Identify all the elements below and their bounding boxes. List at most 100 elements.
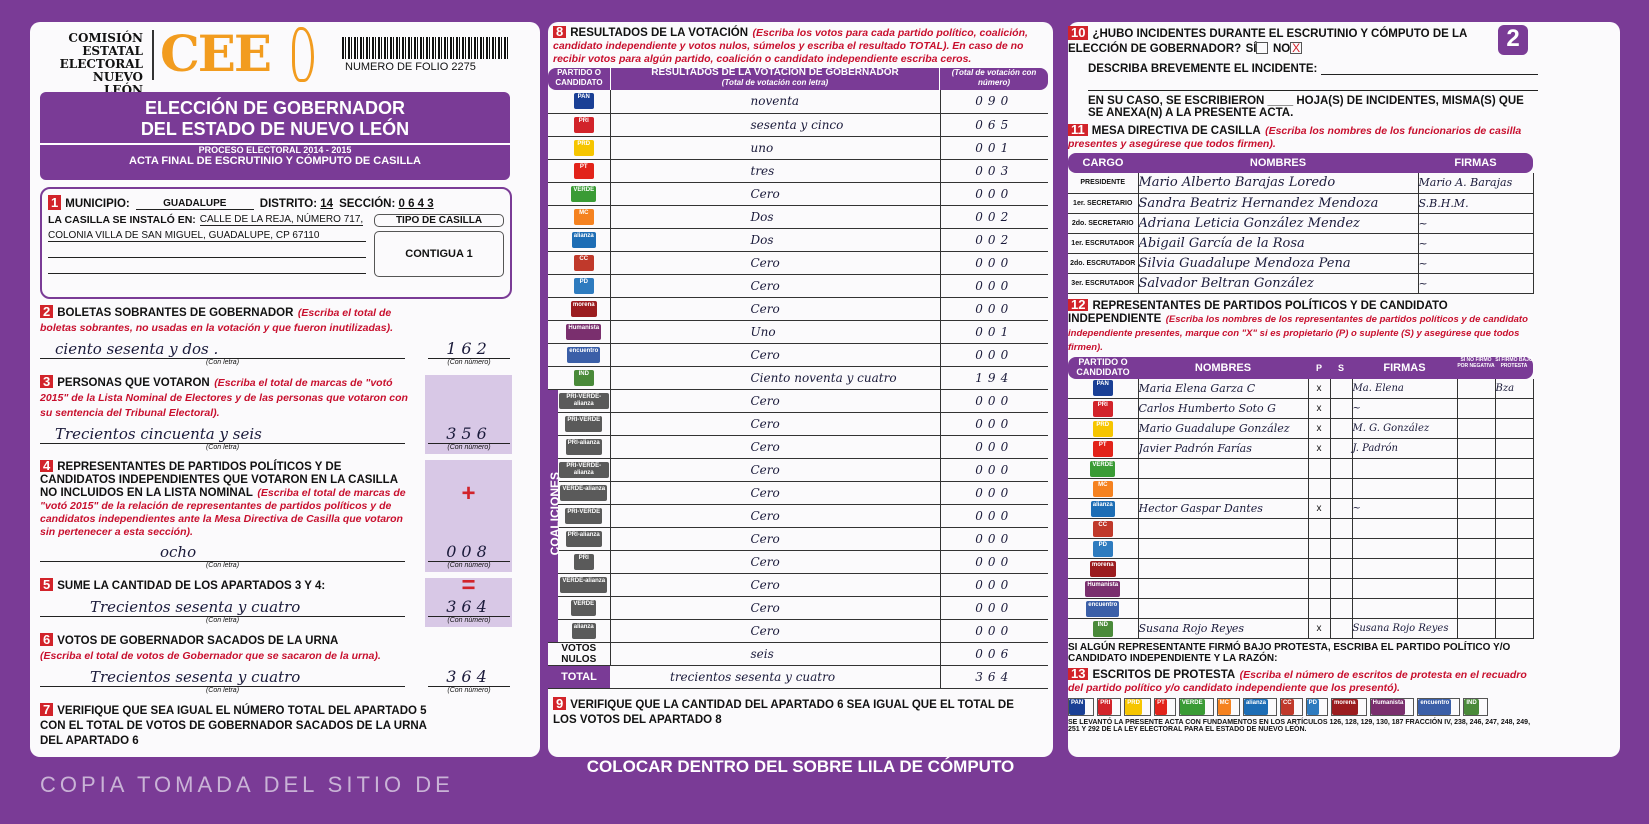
section-number: 13 — [1068, 667, 1089, 680]
protesta-box-pt[interactable]: PT — [1153, 698, 1176, 716]
firma: J. Padrón — [1352, 438, 1458, 459]
firma — [1352, 538, 1458, 559]
section-title: PERSONAS QUE VOTARON — [57, 377, 210, 389]
protesta-box-pan[interactable]: PAN — [1068, 698, 1095, 716]
firma: Susana Rojo Reyes — [1352, 618, 1458, 639]
protesta-box-alianza[interactable]: alianza — [1242, 698, 1277, 716]
section-note: (Escriba los nombres de los representant… — [1068, 313, 1528, 353]
suma-letra-field: Trecientos sesenta y cuatro — [40, 598, 405, 617]
rep-row: VERDE — [1068, 458, 1534, 479]
protesta-box-ind[interactable]: IND — [1463, 698, 1488, 716]
boletas-letra-field: ciento sesenta y dos . — [40, 340, 405, 359]
votes-letra: Dos — [610, 228, 940, 252]
protesta-box-pd[interactable]: PD — [1305, 698, 1328, 716]
section-number: 7 — [40, 703, 54, 716]
protesta-box-verde[interactable]: VERDE — [1178, 698, 1214, 716]
firma — [1352, 518, 1458, 539]
vote-row: PRI Cero 000 — [548, 550, 1048, 574]
con-letra-label: (Con letra) — [205, 617, 240, 624]
protesta-box-prd[interactable]: PRD — [1124, 698, 1151, 716]
votes-letra: Cero — [610, 596, 940, 620]
col-resultados-sub: (Total de votación con letra) — [721, 78, 829, 87]
votes-letra: uno — [610, 136, 940, 160]
votes-letra: Cero — [610, 297, 940, 321]
con-letra-label: (Con letra) — [205, 687, 240, 694]
no-checkbox[interactable]: X — [1290, 40, 1303, 55]
cargo: 1er. ESCRUTADOR — [1068, 233, 1139, 254]
nombre: Silvia Guadalupe Mendoza Pena — [1138, 253, 1419, 274]
center-flow: 8 RESULTADOS DE LA VOTACIÓN (Escriba los … — [548, 25, 1048, 727]
votes-numero: 194 — [939, 366, 1048, 390]
protesta-box-encuentro[interactable]: encuentro — [1417, 698, 1461, 716]
section-note: (Escriba los nombres de los funcionarios… — [1068, 125, 1522, 150]
votaron-letra-field: Trecientos cincuenta y seis — [40, 425, 405, 444]
si-checkbox[interactable] — [1256, 41, 1269, 54]
party-logo-pd: PD — [1092, 540, 1113, 557]
party-logo-verde: VERDE — [571, 599, 597, 616]
org-line: ELECTORAL — [59, 57, 143, 71]
votes-letra: Cero — [610, 274, 940, 298]
party-logo-pri: PRI — [573, 553, 594, 570]
vote-row: morena Cero 000 — [548, 297, 1048, 321]
rep-row: PT Javier Padrón Farías x J. Padrón — [1068, 438, 1534, 459]
votes-numero: 000 — [939, 343, 1048, 367]
protesta-box-humanista[interactable]: Humanista — [1369, 698, 1415, 716]
protesta-mark — [1495, 518, 1534, 539]
con-letra-label: (Con letra) — [205, 359, 240, 366]
section-number: 4 — [40, 459, 54, 472]
address-line-2: COLONIA VILLA DE SAN MIGUEL, GUADALUPE, … — [48, 230, 366, 242]
propietario-mark — [1308, 458, 1331, 479]
no-label: NO — [1272, 43, 1291, 55]
votes-numero: 000 — [939, 274, 1048, 298]
vote-row: alianza Dos 002 — [548, 228, 1048, 252]
vote-row: alianza Cero 000 — [548, 619, 1048, 643]
votes-letra: Ciento noventa y cuatro — [610, 366, 940, 390]
protesta-mark — [1495, 618, 1534, 639]
col-firmas: FIRMAS — [1454, 157, 1497, 169]
votes-letra: Cero — [610, 458, 940, 482]
protesta-box-pri[interactable]: PRI — [1097, 698, 1122, 716]
votes-letra: Uno — [610, 320, 940, 344]
propietario-mark: x — [1308, 438, 1331, 459]
party-logo-encuentro: encuentro — [1418, 699, 1452, 715]
incidente-field[interactable] — [1321, 62, 1538, 75]
firma: ~ — [1418, 233, 1534, 254]
hojas-text: EN SU CASO, SE ESCRIBIERON ____ HOJA(S) … — [1088, 95, 1524, 119]
propietario-mark — [1308, 518, 1331, 539]
party-logo-mc: MC — [1217, 699, 1231, 715]
incidente-field-2[interactable] — [1088, 75, 1538, 91]
vote-row: VERDE-alianza Cero 000 — [548, 481, 1048, 505]
party-logo-pan: PAN — [1069, 699, 1086, 715]
rep-row: MC — [1068, 478, 1534, 499]
protesta-box-mc[interactable]: MC — [1216, 698, 1240, 716]
section-title: REPRESENTANTES DE PARTIDOS POLÍTICOS Y D… — [1068, 299, 1448, 325]
col-partido: PARTIDO O CANDIDATO — [1076, 356, 1130, 377]
votes-numero: 000 — [939, 389, 1048, 413]
protesta-box-morena[interactable]: morena — [1330, 698, 1367, 716]
protesta-mark — [1495, 398, 1534, 419]
votes-letra: Cero — [610, 619, 940, 643]
votes-numero: 003 — [939, 159, 1048, 183]
firma: ~ — [1352, 498, 1458, 519]
con-letra-label: (Con letra) — [205, 562, 240, 569]
suma-numero-field: 364 — [428, 597, 510, 617]
section-note: (Escriba el total de votos de Gobernador… — [40, 650, 381, 662]
votes-numero: 000 — [939, 297, 1048, 321]
total-row: TOTAL trecientos sesenta y cuatro 364 — [548, 665, 1048, 689]
total-label: TOTAL — [548, 665, 610, 689]
org-line: ESTATAL — [82, 44, 143, 58]
protesta-box-cc[interactable]: CC — [1279, 698, 1303, 716]
section-number: 1 — [48, 195, 62, 210]
section-13: 13 ESCRITOS DE PROTESTA (Escriba el númer… — [1068, 667, 1538, 694]
col-nombres: NOMBRES — [1249, 157, 1307, 169]
party-logo-pri-verde: PRI-VERDE — [565, 415, 603, 432]
votes-table: PAN noventa 090 PRI sesenta y cinco 065 PRD uno… — [548, 90, 1048, 689]
section-4: + 4 REPRESENTANTES DE PARTIDOS POLÍTICOS … — [40, 459, 512, 572]
party-logo-cc: CC — [1092, 520, 1113, 537]
urna-numero-field: 364 — [428, 667, 510, 687]
section-note: (Escriba el total de boletas sobrantes, … — [40, 307, 393, 334]
urna-letra-field: Trecientos sesenta y cuatro — [40, 668, 405, 687]
party-logo-pd: PD — [1306, 699, 1319, 715]
mesa-row: 2do. ESCRUTADOR Silvia Guadalupe Mendoza … — [1068, 253, 1534, 274]
